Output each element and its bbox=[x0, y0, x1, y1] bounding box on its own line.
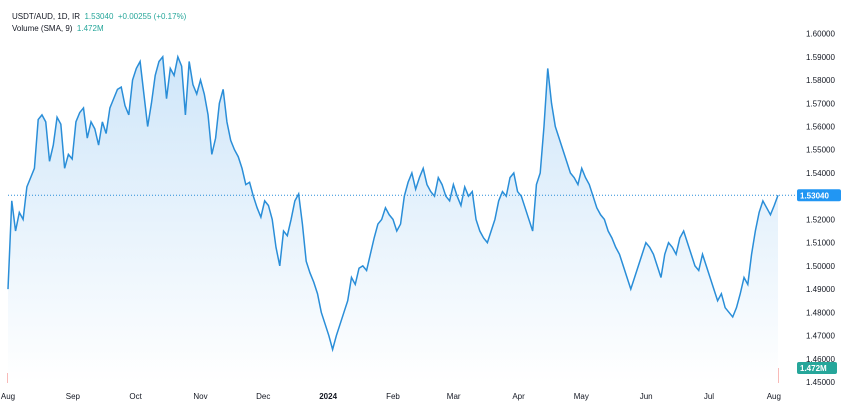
y-tick-label: 1.54000 bbox=[806, 169, 835, 178]
legend: USDT/AUD, 1D, IR 1.53040 +0.00255 (+0.17… bbox=[12, 11, 186, 35]
x-tick-label: Dec bbox=[256, 392, 270, 401]
price-line bbox=[7, 54, 779, 353]
x-tick-label: Aug bbox=[1, 392, 15, 401]
y-tick-label: 1.58000 bbox=[806, 76, 835, 85]
y-tick-label: 1.49000 bbox=[806, 285, 835, 294]
x-tick-label: Jun bbox=[640, 392, 653, 401]
legend-symbol: USDT/AUD, 1D, IR bbox=[12, 12, 81, 21]
x-tick-label: Sep bbox=[66, 392, 81, 401]
x-tick-label: Aug bbox=[767, 392, 781, 401]
y-tick-label: 1.60000 bbox=[806, 30, 835, 39]
x-tick-label: Jul bbox=[704, 392, 714, 401]
x-tick-label: May bbox=[574, 392, 589, 401]
x-tick-label: Apr bbox=[512, 392, 525, 401]
legend-volume-label: Volume (SMA, 9) bbox=[12, 24, 73, 33]
y-tick-label: 1.48000 bbox=[806, 308, 835, 317]
legend-volume-row: Volume (SMA, 9) 1.472M bbox=[12, 23, 186, 35]
x-tick-label: 2024 bbox=[319, 392, 337, 401]
y-tick-label: 1.57000 bbox=[806, 99, 835, 108]
legend-change: +0.00255 (+0.17%) bbox=[117, 12, 187, 21]
y-tick-label: 1.59000 bbox=[806, 53, 835, 62]
x-tick-label: Feb bbox=[386, 392, 400, 401]
y-tick-label: 1.46000 bbox=[806, 355, 835, 364]
volume-badge: 1.472M bbox=[797, 362, 837, 374]
x-tick-label: Oct bbox=[129, 392, 142, 401]
last-price-badge-text: 1.53040 bbox=[800, 191, 829, 200]
y-tick-label: 1.50000 bbox=[806, 262, 835, 271]
y-tick-label: 1.56000 bbox=[806, 123, 835, 132]
volume-badge-text: 1.472M bbox=[800, 364, 827, 373]
y-tick-label: 1.55000 bbox=[806, 146, 835, 155]
y-tick-label: 1.47000 bbox=[806, 332, 835, 341]
y-tick-label: 1.52000 bbox=[806, 215, 835, 224]
legend-symbol-row: USDT/AUD, 1D, IR 1.53040 +0.00255 (+0.17… bbox=[12, 11, 186, 23]
y-tick-label: 1.45000 bbox=[806, 378, 835, 387]
y-tick-label: 1.51000 bbox=[806, 239, 835, 248]
x-axis: Aug Sep Oct Nov Dec 2024 Feb Mar Apr May Jun Jul Aug bbox=[1, 392, 781, 401]
y-axis: 1.45000 1.46000 1.47000 1.48000 1.49000 1.500… bbox=[806, 30, 835, 387]
last-price-badge: 1.53040 bbox=[797, 189, 841, 202]
legend-last: 1.53040 bbox=[84, 12, 114, 21]
x-tick-label: Mar bbox=[447, 392, 461, 401]
legend-volume-value: 1.472M bbox=[76, 24, 104, 33]
x-tick-label: Nov bbox=[193, 392, 207, 401]
